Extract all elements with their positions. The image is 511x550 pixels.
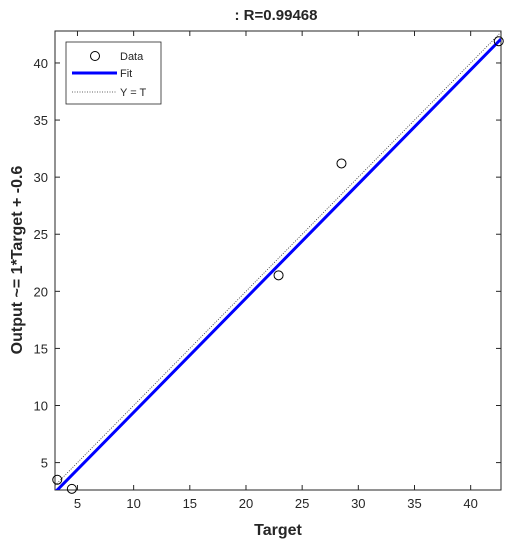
y-tick-label: 30 xyxy=(34,170,48,185)
y-axis-title: Output ~= 1*Target + -0.6 xyxy=(9,166,26,355)
y-tick-label: 15 xyxy=(34,341,48,356)
data-point xyxy=(336,158,347,169)
legend: Data Fit Y = T xyxy=(65,41,162,105)
x-tick-label: 30 xyxy=(351,496,365,511)
y-tick-label: 40 xyxy=(34,56,48,71)
data-point xyxy=(66,483,77,494)
data-point xyxy=(493,36,504,47)
y-tick-label: 25 xyxy=(34,227,48,242)
identity-line xyxy=(55,31,501,486)
legend-data-label: Data xyxy=(120,51,144,63)
x-tick-label: 20 xyxy=(239,496,253,511)
x-tick-label: 40 xyxy=(463,496,477,511)
x-tick-label: 15 xyxy=(183,496,197,511)
legend-fit-label: Fit xyxy=(120,68,132,80)
x-axis-title: Target xyxy=(254,522,302,539)
axis-ticks: 5 10 15 20 25 30 35 40 5 10 15 20 25 30 35 40 xyxy=(34,31,501,511)
y-tick-label: 35 xyxy=(34,113,48,128)
series-lines xyxy=(55,31,501,490)
y-tick-label: 5 xyxy=(41,456,48,471)
x-tick-label: 5 xyxy=(74,496,81,511)
legend-yt-label: Y = T xyxy=(120,87,146,99)
x-tick-label: 35 xyxy=(407,496,421,511)
legend-data-marker xyxy=(90,51,100,61)
x-tick-label: 10 xyxy=(126,496,140,511)
data-markers xyxy=(52,36,504,494)
fit-line xyxy=(55,37,501,490)
chart-title: : R=0.99468 xyxy=(235,7,318,24)
y-tick-label: 20 xyxy=(34,284,48,299)
y-tick-label: 10 xyxy=(34,399,48,414)
x-tick-label: 25 xyxy=(295,496,309,511)
data-point xyxy=(273,270,284,281)
data-point xyxy=(52,474,63,485)
